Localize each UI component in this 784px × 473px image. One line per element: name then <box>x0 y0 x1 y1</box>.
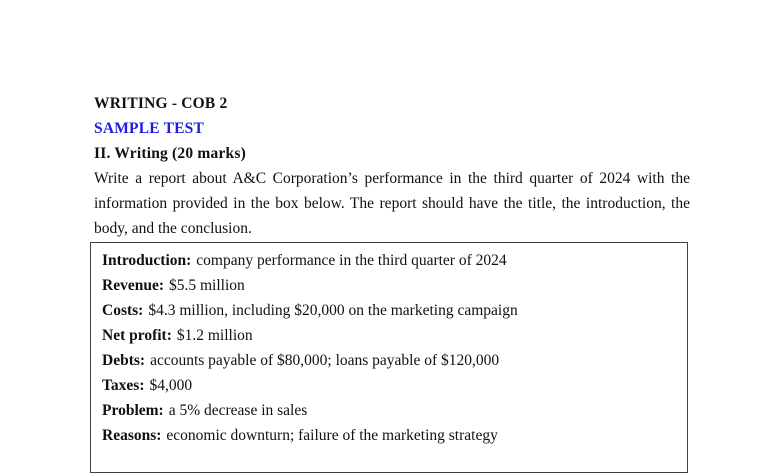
info-box: Introduction: company performance in the … <box>90 242 688 473</box>
info-box-item-label: Net profit: <box>102 327 172 344</box>
info-box-item-text: accounts payable of $80,000; loans payab… <box>150 352 500 369</box>
info-box-item-label: Reasons: <box>102 427 162 444</box>
info-box-item-text: $4,000 <box>149 377 193 394</box>
info-box-item-label: Costs: <box>102 302 144 319</box>
info-box-item: Debts: accounts payable of $80,000; loans… <box>102 348 676 373</box>
info-box-item-label: Debts: <box>102 352 146 369</box>
info-box-item: Introduction: company performance in the … <box>102 248 676 273</box>
task-instructions: Write a report about A&C Corporation’s p… <box>94 170 690 237</box>
info-box-item-text: $4.3 million, including $20,000 on the m… <box>148 302 518 319</box>
info-box-item: Revenue: $5.5 million <box>102 273 676 298</box>
info-box-item-text: $5.5 million <box>169 277 245 294</box>
info-box-item-text: $1.2 million <box>176 327 253 344</box>
info-box-item-text: a 5% decrease in sales <box>168 402 308 419</box>
info-box-item: Costs: $4.3 million, including $20,000 on… <box>102 298 676 323</box>
sample-test-heading: SAMPLE TEST <box>94 120 205 137</box>
info-box-item-label: Problem: <box>102 402 164 419</box>
info-box-item-label: Introduction: <box>102 252 192 269</box>
section-heading: II. Writing (20 marks) <box>94 145 246 162</box>
info-box-item-label: Revenue: <box>102 277 164 294</box>
info-box-item: Taxes: $4,000 <box>102 373 676 398</box>
info-box-item: Net profit: $1.2 million <box>102 323 676 348</box>
course-heading: WRITING - COB 2 <box>94 95 228 112</box>
info-box-item-label: Taxes: <box>102 377 145 394</box>
info-box-item-text: company performance in the third quarter… <box>196 252 507 269</box>
info-box-item: Reasons: economic downturn; failure of th… <box>102 423 676 448</box>
info-box-item-text: economic downturn; failure of the market… <box>166 427 498 444</box>
info-box-item: Problem: a 5% decrease in sales <box>102 398 676 423</box>
